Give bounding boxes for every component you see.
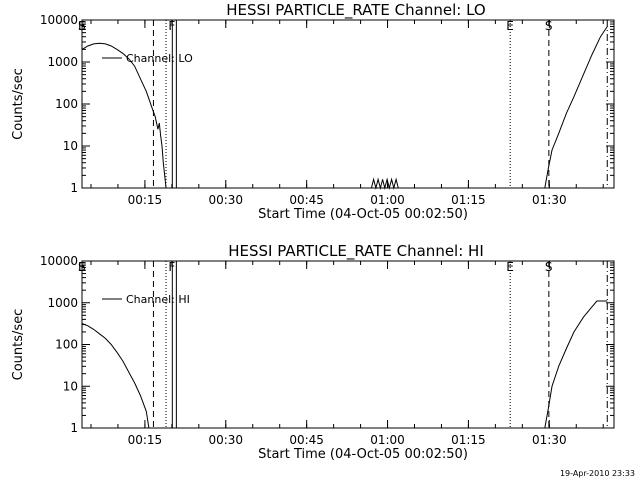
x-tick-label: 00:30 xyxy=(208,433,243,447)
event-marker-label: S xyxy=(78,19,86,33)
panel-hi: HESSI PARTICLE_RATE Channel: HI 1 10 100 100… xyxy=(11,242,615,462)
y-tick-label: 1000 xyxy=(47,296,78,310)
x-tick-label: 01:30 xyxy=(532,193,567,207)
y-tick-label: 1000 xyxy=(47,55,78,69)
series-line xyxy=(81,42,167,189)
x-tick-label: 00:30 xyxy=(208,193,243,207)
plot-frame xyxy=(81,19,615,189)
plot-frame xyxy=(81,260,615,429)
x-tick-label: 01:30 xyxy=(532,433,567,447)
x-tick-label: 01:00 xyxy=(370,193,405,207)
x-tick-label: 00:15 xyxy=(128,193,163,207)
x-axis-label: Start Time (04-Oct-05 00:02:50) xyxy=(258,447,468,462)
legend-label: Channel: HI xyxy=(126,293,190,306)
x-tick-label: 00:15 xyxy=(128,433,163,447)
x-tick-label: 01:00 xyxy=(370,433,405,447)
event-marker-label: E xyxy=(506,260,514,274)
y-tick-label: 10000 xyxy=(40,254,78,268)
event-marker-label: F xyxy=(168,19,175,33)
chart-title: HESSI PARTICLE_RATE Channel: HI xyxy=(228,242,484,261)
series-line xyxy=(544,26,608,189)
y-axis-label: Counts/sec xyxy=(11,68,26,140)
panel-lo: HESSI PARTICLE_RATE Channel: LO 1 10 100 100… xyxy=(11,1,615,222)
event-marker-label: S xyxy=(545,19,553,33)
y-axis-label: Counts/sec xyxy=(11,309,26,381)
event-marker-label: F xyxy=(168,260,175,274)
series-line xyxy=(544,300,608,429)
x-axis-label: Start Time (04-Oct-05 00:02:50) xyxy=(258,207,468,222)
y-tick-label: 100 xyxy=(55,97,78,111)
event-marker-label: S xyxy=(78,260,86,274)
chart-title: HESSI PARTICLE_RATE Channel: LO xyxy=(226,1,485,20)
y-tick-label: 10 xyxy=(63,379,78,393)
x-tick-label: 01:15 xyxy=(451,433,486,447)
timestamp-stamp: 19-Apr-2010 23:33 xyxy=(560,469,635,478)
y-tick-label: 1 xyxy=(70,181,78,195)
series-line xyxy=(370,177,399,190)
legend-label: Channel: LO xyxy=(126,52,193,65)
y-tick-label: 10 xyxy=(63,139,78,153)
series-line xyxy=(81,322,150,429)
y-tick-label: 10000 xyxy=(40,13,78,27)
event-marker-label: S xyxy=(545,260,553,274)
x-tick-label: 00:45 xyxy=(289,193,324,207)
event-marker-label: E xyxy=(506,19,514,33)
x-tick-label: 00:45 xyxy=(289,433,324,447)
y-tick-label: 100 xyxy=(55,338,78,352)
y-tick-label: 1 xyxy=(70,421,78,435)
x-tick-label: 01:15 xyxy=(451,193,486,207)
